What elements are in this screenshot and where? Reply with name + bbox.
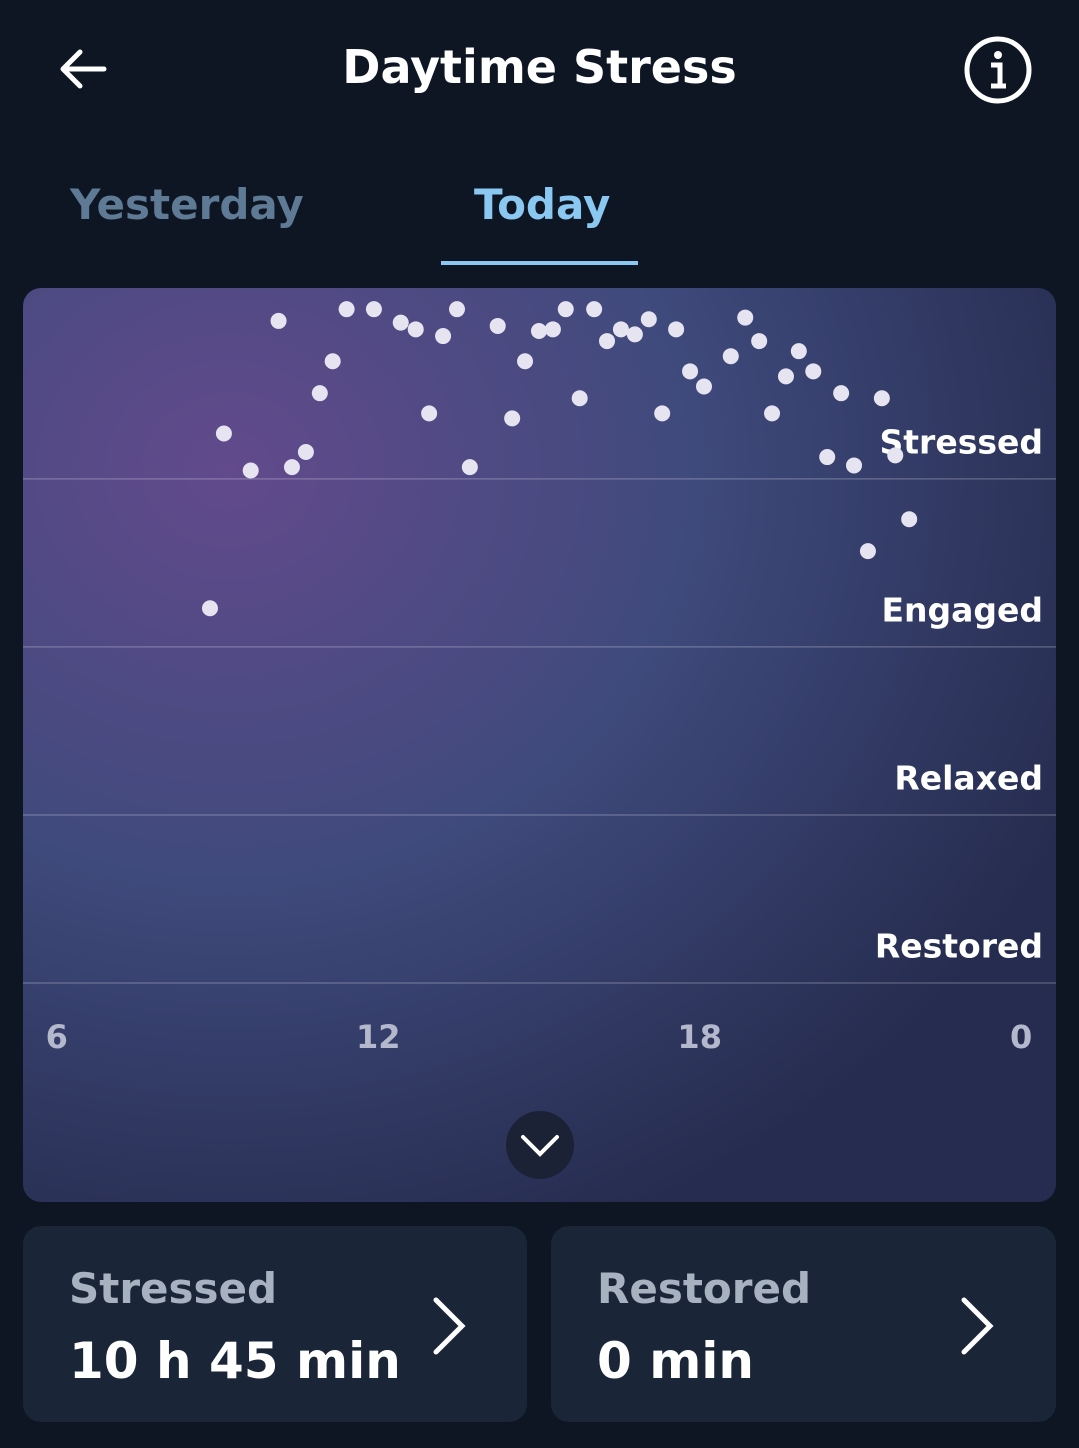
x-tick-label: 12	[356, 1018, 401, 1056]
data-point	[599, 333, 616, 350]
y-tick-label: Stressed	[880, 422, 1044, 461]
tab-active[interactable]: Today	[474, 180, 611, 229]
data-point	[846, 457, 863, 474]
data-point	[819, 449, 836, 466]
card-value: 0 min	[597, 1332, 755, 1390]
chevron-icon	[433, 1297, 466, 1355]
data-point	[668, 321, 685, 338]
data-point	[461, 459, 478, 476]
data-point	[887, 447, 904, 464]
y-tick-label: Engaged	[881, 590, 1043, 629]
data-point	[448, 301, 465, 318]
data-point	[242, 462, 259, 479]
x-tick-label: 18	[677, 1018, 722, 1056]
data-point	[859, 543, 876, 560]
data-point	[407, 321, 424, 338]
chevron-icon	[521, 1135, 559, 1157]
data-point	[695, 378, 712, 395]
card-title: Restored	[597, 1264, 812, 1313]
data-point	[571, 390, 588, 407]
data-point	[283, 459, 300, 476]
chart-panel	[23, 288, 1056, 1202]
data-point	[626, 326, 643, 343]
data-point	[338, 301, 355, 318]
page-title: Daytime Stress	[342, 40, 737, 94]
data-point	[764, 405, 781, 422]
card-value: 10 h 45 min	[69, 1332, 401, 1390]
data-point	[654, 405, 671, 422]
data-point	[530, 323, 547, 340]
data-point	[790, 343, 807, 360]
data-point	[737, 309, 754, 326]
x-tick-label: 0	[1010, 1018, 1032, 1056]
data-point	[435, 328, 452, 345]
data-point	[557, 301, 574, 318]
data-point	[201, 600, 218, 617]
summary-card[interactable]: Stressed 10 h 45 min	[23, 1226, 527, 1422]
y-tick-label: Relaxed	[894, 758, 1043, 797]
data-point	[612, 321, 629, 338]
data-point	[365, 301, 382, 318]
tab[interactable]: Yesterday	[70, 180, 304, 229]
back-button[interactable]	[56, 44, 110, 94]
expand-button[interactable]	[506, 1111, 574, 1179]
tab-indicator	[441, 261, 638, 265]
x-tick-label: 6	[46, 1018, 68, 1056]
data-point	[777, 368, 794, 385]
data-point	[489, 317, 506, 334]
data-point	[544, 321, 561, 338]
y-tick-label: Restored	[875, 927, 1043, 966]
data-point	[751, 333, 768, 350]
data-point	[311, 385, 328, 402]
data-point	[682, 363, 699, 380]
data-point	[324, 353, 341, 370]
data-point	[517, 353, 534, 370]
card-title: Stressed	[69, 1264, 278, 1313]
data-point	[805, 363, 822, 380]
data-point	[640, 311, 657, 328]
data-point	[901, 511, 918, 528]
chevron-icon	[961, 1297, 994, 1355]
data-point	[833, 385, 850, 402]
data-point	[586, 301, 603, 318]
data-point	[392, 314, 409, 331]
summary-card[interactable]: Restored 0 min	[551, 1226, 1056, 1422]
data-point	[421, 405, 438, 422]
data-point	[297, 443, 314, 460]
chart: Restored Relaxed Engaged Stressed 6 12 18 0	[23, 288, 1056, 1202]
info-button[interactable]	[962, 34, 1034, 106]
data-point	[215, 425, 232, 442]
data-point	[873, 390, 890, 407]
data-point	[504, 410, 521, 427]
data-point	[722, 348, 739, 365]
data-point	[270, 312, 287, 329]
